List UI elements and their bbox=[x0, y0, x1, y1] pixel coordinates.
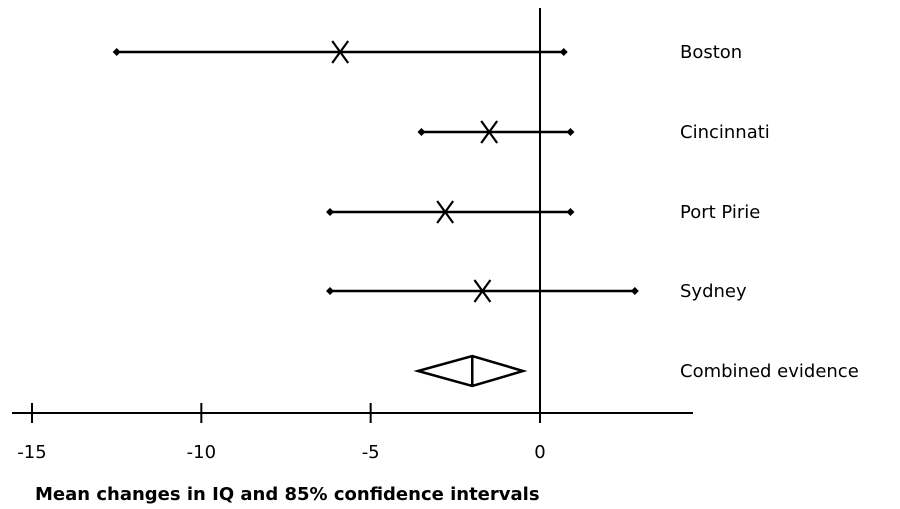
combined-label: Combined evidence bbox=[680, 361, 859, 382]
x-tick-label: -5 bbox=[362, 442, 380, 463]
combined-evidence-row: Combined evidence bbox=[413, 354, 859, 388]
interval-end-marker bbox=[326, 287, 335, 295]
point-estimate-marker bbox=[436, 200, 455, 224]
combined-diamond bbox=[413, 354, 528, 388]
point-estimate-marker bbox=[331, 40, 350, 64]
x-tick-label: -10 bbox=[187, 442, 216, 463]
x-axis-label: Mean changes in IQ and 85% confidence in… bbox=[35, 484, 540, 505]
interval-end-marker bbox=[566, 128, 575, 136]
study-label: Sydney bbox=[680, 281, 747, 302]
study-label: Boston bbox=[680, 42, 742, 63]
x-tick-label: -15 bbox=[17, 442, 46, 463]
study-label: Cincinnati bbox=[680, 122, 770, 143]
interval-end-marker bbox=[326, 208, 335, 216]
interval-end-marker bbox=[417, 128, 426, 136]
study-label: Port Pirie bbox=[680, 202, 760, 223]
x-axis-ticks: -15 -10 -5 0 bbox=[17, 403, 546, 463]
point-estimate-marker bbox=[473, 279, 492, 303]
interval-end-marker bbox=[559, 48, 568, 56]
study-row: Cincinnati bbox=[417, 120, 770, 144]
study-row: Boston bbox=[112, 40, 742, 64]
point-estimate-marker bbox=[480, 120, 499, 144]
x-tick-label: 0 bbox=[534, 442, 545, 463]
interval-end-marker bbox=[630, 287, 639, 295]
interval-end-marker bbox=[566, 208, 575, 216]
interval-end-marker bbox=[112, 48, 121, 56]
study-rows: Boston Cincinnati Port Pirie Sydney bbox=[112, 40, 770, 303]
study-row: Port Pirie bbox=[326, 200, 760, 224]
study-row: Sydney bbox=[326, 279, 747, 303]
